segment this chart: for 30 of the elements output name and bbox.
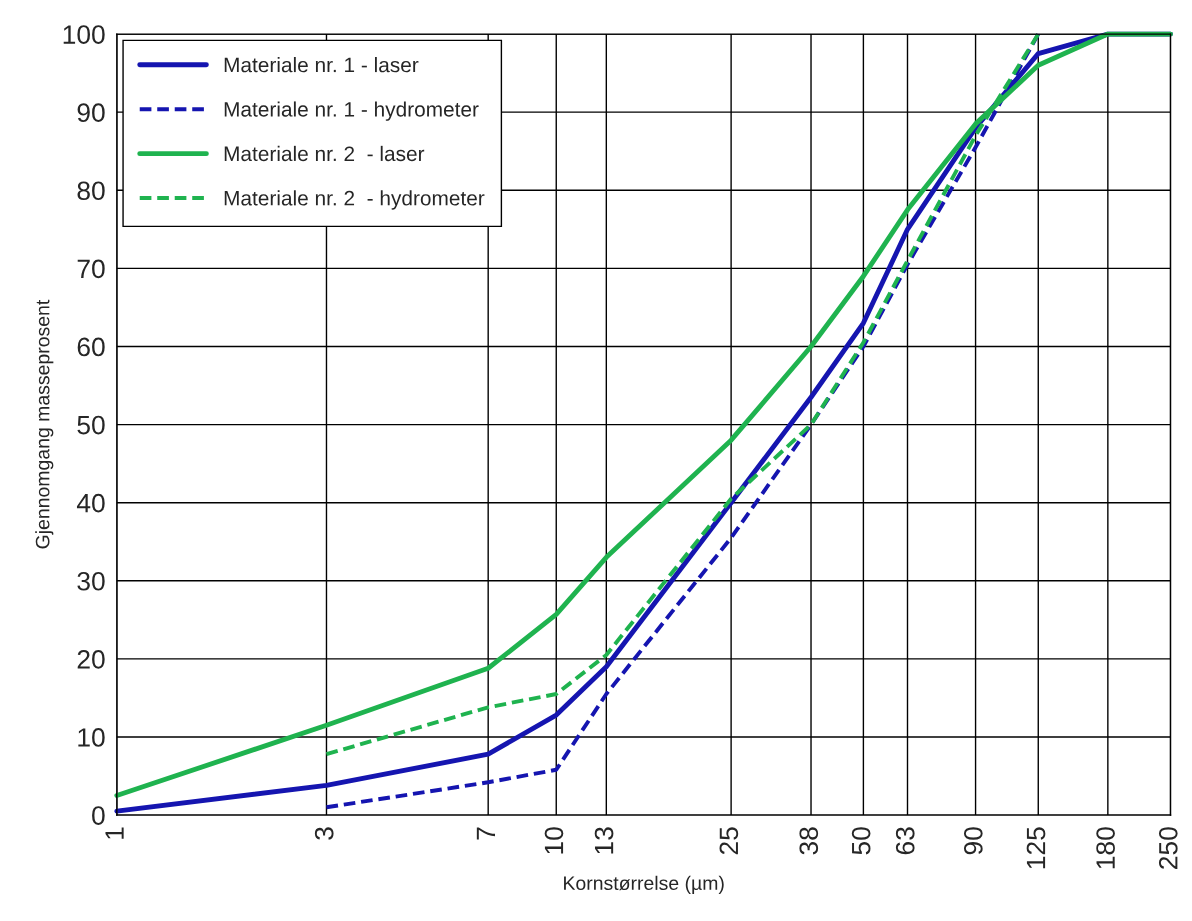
y-tick-label: 80 <box>77 181 105 201</box>
x-tick-label: 250 <box>1158 827 1178 869</box>
x-tick-label: 63 <box>895 827 915 855</box>
x-tick-label: 1 <box>105 827 124 839</box>
x-tick-label: 13 <box>594 827 614 854</box>
x-tick-label: 25 <box>719 827 739 855</box>
y-axis-title: Gjennomgang masseprosent <box>35 299 54 549</box>
y-tick-label: 50 <box>77 415 105 435</box>
y-tick-label: 40 <box>76 493 105 513</box>
y-tick-label: 90 <box>77 103 105 122</box>
x-axis-title: Kornstørrelse (µm) <box>564 875 724 894</box>
legend-label: Materiale nr. 2 - hydrometer <box>224 190 485 210</box>
x-tick-label: 3 <box>314 827 334 840</box>
x-tick-label: 7 <box>476 827 495 840</box>
x-tick-label: 180 <box>1096 827 1115 869</box>
y-tick-label: 100 <box>63 25 105 44</box>
x-tick-label: 38 <box>799 827 819 855</box>
y-tick-label: 70 <box>77 259 105 279</box>
y-tick-label: 0 <box>92 806 105 825</box>
legend-label: Materiale nr. 2 - laser <box>224 145 425 162</box>
x-tick-label: 125 <box>1026 827 1046 869</box>
y-tick-label: 20 <box>77 650 105 669</box>
legend-label: Materiale nr. 1 - hydrometer <box>224 101 479 121</box>
y-tick-label: 60 <box>77 337 105 357</box>
y-tick-label: 10 <box>78 728 105 747</box>
y-tick-label: 30 <box>77 571 105 591</box>
x-tick-label: 90 <box>963 827 983 855</box>
legend-label: Materiale nr. 1 - laser <box>224 56 419 73</box>
x-tick-label: 50 <box>851 827 871 855</box>
x-tick-label: 10 <box>544 827 564 854</box>
